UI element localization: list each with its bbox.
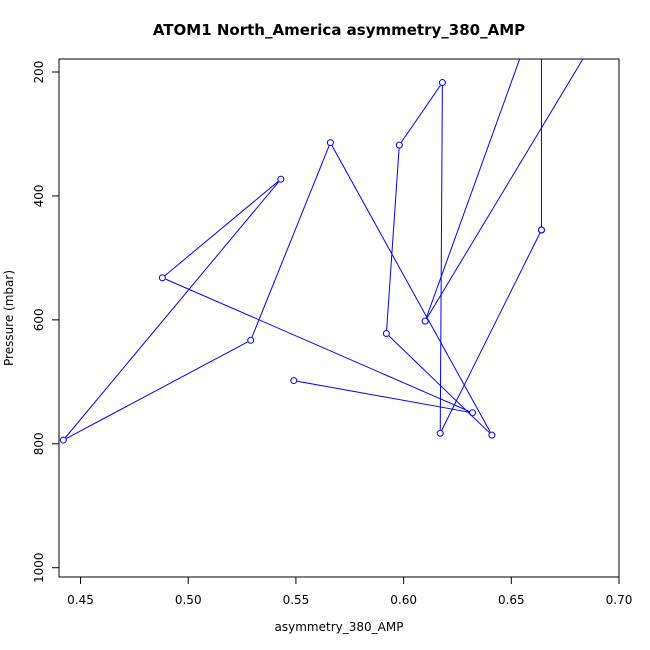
series-0-segment: [164, 181, 279, 276]
series-0-point: [59, 436, 67, 444]
series-0-point: [488, 431, 496, 439]
x-tick-label: 0.45: [67, 593, 94, 607]
series-0-point: [290, 377, 298, 385]
series-2-segment: [425, 59, 521, 318]
x-tick-label: 0.50: [175, 593, 202, 607]
series-0-segment: [66, 341, 248, 439]
series-0-segment: [331, 145, 491, 433]
series-0-segment: [441, 232, 541, 431]
series-0-segment: [439, 86, 443, 430]
series-0-segment: [400, 85, 441, 143]
series-0-segment: [251, 145, 330, 338]
chart-title: ATOM1 North_America asymmetry_380_AMP: [153, 21, 525, 39]
series-0-point: [395, 141, 403, 149]
plot-area: [59, 19, 600, 444]
series-2-point: [421, 317, 429, 325]
y-axis-label: Pressure (mbar): [2, 270, 16, 366]
series-0-segment: [297, 380, 470, 413]
series-0-point: [469, 409, 477, 417]
y-tick-label: 600: [32, 308, 46, 331]
series-2-point: [530, 19, 536, 25]
y-tick-label: 800: [32, 432, 46, 455]
series-0-point: [158, 274, 166, 282]
y-tick-label: 1000: [32, 552, 46, 583]
series-0-point: [436, 429, 444, 437]
x-tick-label: 0.55: [283, 593, 310, 607]
series-1-point: [537, 226, 545, 234]
x-tick-label: 0.70: [606, 593, 633, 607]
plot-frame: [58, 58, 620, 578]
y-tick-label: 400: [32, 184, 46, 207]
series-0-segment: [388, 335, 490, 434]
x-axis-label: asymmetry_380_AMP: [275, 620, 404, 634]
x-axis: 0.45 0.50 0.55 0.60 0.65 0.70: [67, 576, 633, 607]
series-0-point: [247, 336, 255, 344]
series-0-point: [326, 139, 334, 147]
series-0-point: [438, 79, 446, 87]
series-2-segment: [426, 59, 584, 319]
series-1-point: [538, 38, 544, 44]
y-tick-label: 200: [32, 61, 46, 84]
series-0-point: [277, 175, 285, 183]
series-2-point: [594, 32, 600, 38]
series-0-point: [382, 329, 390, 337]
series-0-segment: [165, 278, 470, 412]
y-axis: 200 400 600 800 1000: [32, 61, 60, 583]
series-0-segment: [386, 148, 400, 331]
series-0-segment: [65, 181, 279, 438]
x-tick-label: 0.60: [390, 593, 417, 607]
x-tick-label: 0.65: [498, 593, 525, 607]
